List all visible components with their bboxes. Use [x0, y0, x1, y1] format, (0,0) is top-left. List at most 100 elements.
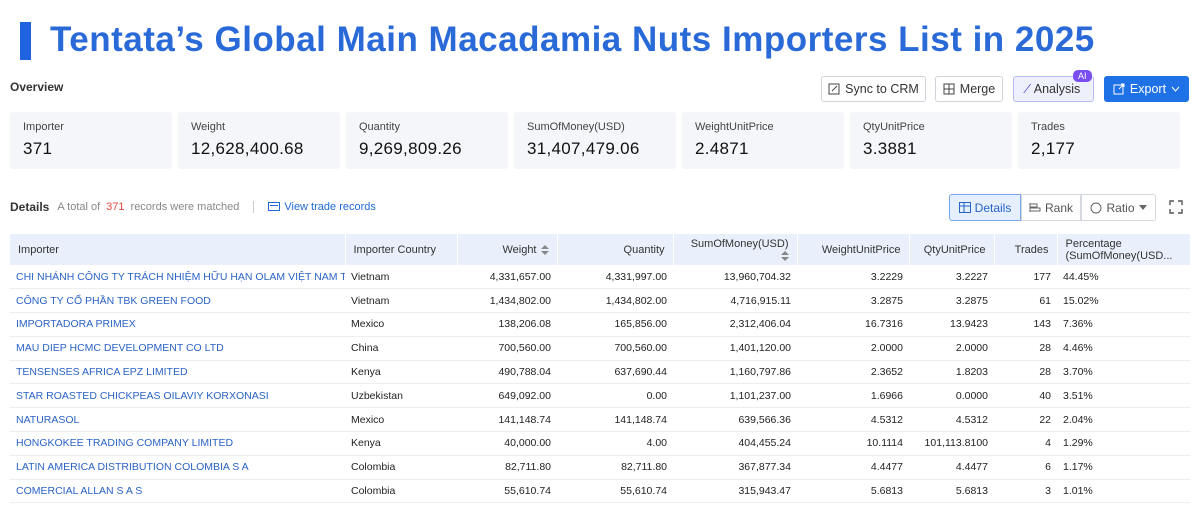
table-cell: 28	[994, 336, 1057, 361]
table-cell: 15.02%	[1057, 288, 1190, 314]
fullscreen-icon[interactable]	[1169, 200, 1183, 214]
ratio-tab[interactable]: Ratio	[1081, 194, 1156, 221]
title-bar	[20, 22, 31, 60]
table-cell: 5.6813	[909, 479, 994, 504]
rank-icon	[1029, 203, 1041, 212]
column-header: QtyUnitPrice	[909, 234, 995, 265]
table-cell: 1,434,802.00	[557, 288, 673, 314]
stat-label: QtyUnitPrice	[863, 121, 925, 133]
header-label: Importer	[18, 243, 59, 256]
table-cell: Mexico	[345, 312, 457, 337]
table-cell: 1,101,237.00	[673, 383, 797, 409]
sync-button[interactable]: Sync to CRM	[821, 76, 926, 102]
importer-link[interactable]: CÔNG TY CỔ PHẦN TBK GREEN FOOD	[10, 288, 345, 314]
importer-link[interactable]: NATURASOL	[10, 407, 345, 433]
tab-label: Ratio	[1106, 200, 1135, 215]
importer-link[interactable]: CHI NHÁNH CÔNG TY TRÁCH NHIỆM HỮU HẠN OL…	[10, 265, 345, 290]
header-label: Trades	[1014, 243, 1049, 256]
table-cell: 40	[994, 383, 1057, 409]
table-cell: 4	[994, 431, 1057, 456]
table-cell: 4.4477	[797, 455, 909, 480]
table-cell: 3.70%	[1057, 360, 1190, 385]
importer-link[interactable]: HONGKOKEE TRADING COMPANY LIMITED	[10, 431, 345, 456]
sync-label: Sync to CRM	[845, 82, 919, 96]
analysis-label: Analysis	[1033, 82, 1081, 96]
table-cell: 4.46%	[1057, 336, 1190, 361]
table-cell: 7.36%	[1057, 312, 1190, 337]
importer-link[interactable]: STAR ROASTED CHICKPEAS OILAVIY KORXONASI	[10, 383, 345, 409]
analysis-icon: ⁄	[1026, 82, 1029, 96]
table-cell: 700,560.00	[557, 336, 673, 361]
table-row: CÔNG TY CỔ PHẦN TBK GREEN FOOD Vietnam 1,4…	[10, 288, 1190, 314]
table-cell: 490,788.04	[457, 360, 557, 385]
export-caret	[1171, 86, 1180, 92]
table-cell: 2.0000	[797, 336, 909, 361]
table-cell: 0.00	[557, 383, 673, 409]
rank-tab[interactable]: Rank	[1021, 194, 1081, 221]
table-cell: 3.51%	[1057, 383, 1190, 409]
importer-link[interactable]: MAU DIEP HCMC DEVELOPMENT CO LTD	[10, 336, 345, 361]
table-icon	[958, 202, 971, 213]
table-row: NATURASOL Mexico 141,148.74 141,148.74 639,5…	[10, 407, 1190, 433]
sort-icon[interactable]	[780, 250, 789, 261]
details-label: Details	[10, 200, 50, 214]
view-records-link[interactable]: View trade records	[284, 201, 376, 213]
header-row: Importer Importer Country Weight Quantity Su…	[10, 234, 1191, 265]
tab-label: Details	[974, 200, 1012, 215]
ratio-icon	[1090, 202, 1102, 213]
table-cell: 6	[994, 455, 1057, 480]
table-cell: 700,560.00	[457, 336, 557, 361]
importer-link[interactable]: LATIN AMERICA DISTRIBUTION COLOMBIA S A	[10, 455, 345, 480]
importer-link[interactable]: COMERCIAL ALLAN S A S	[10, 479, 345, 504]
importers-table: Importer Importer Country Weight Quantity Su…	[10, 234, 1191, 504]
stats-row: Importer 371 Weight 12,628,400.68 Quantity 9,…	[10, 112, 1180, 169]
table-cell: Colombia	[345, 479, 457, 504]
table-cell: 2,312,406.04	[673, 312, 797, 337]
table-cell: Vietnam	[345, 265, 457, 290]
table-cell: 1.29%	[1057, 431, 1190, 456]
table-cell: 40,000.00	[457, 431, 557, 456]
table-cell: 4.5312	[797, 407, 909, 433]
table-cell: 13.9423	[909, 312, 994, 337]
stat-label: Importer	[23, 121, 64, 133]
table-cell: 3.2875	[909, 288, 994, 314]
table-cell: 315,943.47	[673, 479, 797, 504]
analysis-button[interactable]: ⁄ Analysis	[1013, 76, 1094, 102]
stat-card: WeightUnitPrice 2.4871	[682, 112, 844, 169]
stat-card: Quantity 9,269,809.26	[346, 112, 508, 169]
header-label: Importer Country	[353, 243, 437, 256]
table-cell: 55,610.74	[557, 479, 673, 504]
stat-value: 2,177	[1031, 139, 1076, 158]
table-cell: 3	[994, 479, 1057, 504]
merge-button[interactable]: Merge	[935, 76, 1003, 102]
table-cell: Kenya	[345, 360, 457, 385]
page-title: Tentata’s Global Main Macadamia Nuts Imp…	[50, 20, 1095, 59]
table-cell: 4,716,915.11	[673, 288, 797, 314]
header-label: SumOfMoney(USD)	[690, 237, 789, 250]
table-row: CHI NHÁNH CÔNG TY TRÁCH NHIỆM HỮU HẠN OL…	[10, 265, 1190, 290]
table-cell: 5.6813	[797, 479, 909, 504]
table-cell: 10.1114	[797, 431, 909, 456]
table-cell: Colombia	[345, 455, 457, 480]
importer-link[interactable]: TENSENSES AFRICA EPZ LIMITED	[10, 360, 345, 385]
table-cell: Vietnam	[345, 288, 457, 314]
details-tab[interactable]: Details	[949, 194, 1021, 221]
stat-label: Trades	[1031, 121, 1065, 133]
stat-value: 2.4871	[695, 139, 749, 158]
stat-value: 12,628,400.68	[191, 139, 304, 158]
ai-badge: AI	[1073, 70, 1092, 82]
sort-icon[interactable]	[540, 244, 549, 255]
importer-link[interactable]: IMPORTADORA PRIMEX	[10, 312, 345, 337]
table-cell: 4.00	[557, 431, 673, 456]
table-row: TENSENSES AFRICA EPZ LIMITED Kenya 490,788…	[10, 360, 1190, 385]
table-cell: 1,434,802.00	[457, 288, 557, 314]
column-header: WeightUnitPrice	[797, 234, 910, 265]
export-button[interactable]: Export	[1104, 76, 1189, 102]
stat-value: 31,407,479.06	[527, 139, 640, 158]
table-cell: 16.7316	[797, 312, 909, 337]
table-cell: 639,566.36	[673, 407, 797, 433]
stat-label: SumOfMoney(USD)	[527, 121, 625, 133]
table-cell: 4.5312	[909, 407, 994, 433]
table-cell: 2.0000	[909, 336, 994, 361]
